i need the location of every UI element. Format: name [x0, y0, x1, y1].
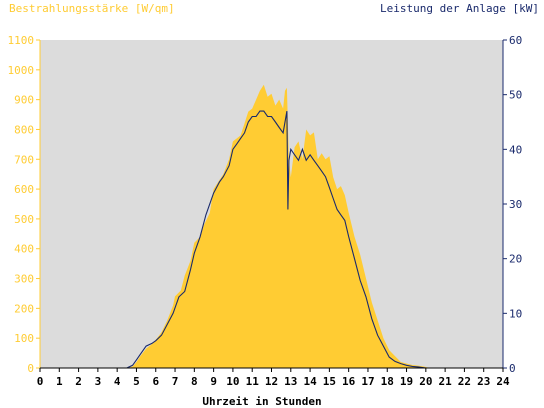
x-tick-label: 15 — [323, 375, 336, 388]
power-series — [40, 110, 503, 369]
right-tick-label: 30 — [509, 198, 522, 211]
x-tick-label: 17 — [361, 375, 374, 388]
right-axis-title: Leistung der Anlage [kW] — [380, 2, 539, 15]
power-line — [40, 110, 503, 369]
left-tick-label: 300 — [14, 273, 34, 286]
x-tick-label: 14 — [303, 375, 317, 388]
irradiance-area — [40, 84, 503, 368]
x-tick-label: 4 — [114, 375, 121, 388]
x-tick-label: 1 — [56, 375, 63, 388]
x-tick-label: 10 — [226, 375, 239, 388]
x-tick-label: 24 — [496, 375, 510, 388]
right-tick-label: 10 — [509, 307, 522, 320]
x-tick-label: 6 — [152, 375, 159, 388]
x-tick-label: 9 — [210, 375, 217, 388]
left-tick-label: 900 — [14, 94, 34, 107]
left-tick-label: 700 — [14, 153, 34, 166]
x-tick-label: 3 — [95, 375, 102, 388]
left-tick-label: 800 — [14, 123, 34, 136]
right-tick-label: 60 — [509, 34, 522, 47]
left-axis-ticks: 0 100 200 300 400 500 600 700 800 900 1000 1100 — [8, 34, 40, 375]
x-tick-label: 7 — [172, 375, 179, 388]
x-tick-label: 22 — [458, 375, 471, 388]
x-tick-label: 5 — [133, 375, 140, 388]
x-tick-label: 16 — [342, 375, 356, 388]
x-tick-label: 21 — [439, 375, 453, 388]
x-tick-label: 13 — [284, 375, 297, 388]
x-tick-label: 19 — [400, 375, 413, 388]
x-tick-label: 23 — [477, 375, 490, 388]
irradiance-series — [40, 84, 503, 368]
x-tick-label: 20 — [419, 375, 432, 388]
right-tick-label: 50 — [509, 89, 522, 102]
x-tick-label: 0 — [37, 375, 44, 388]
right-axis-ticks: 0 10 20 30 40 50 60 — [503, 34, 522, 375]
right-tick-label: 20 — [509, 253, 522, 266]
x-tick-label: 12 — [265, 375, 278, 388]
x-axis-ticks: 0 1 2 3 4 5 6 7 8 9 10 11 12 13 14 15 16 17 18 19 20 21 22 23 24 — [37, 368, 510, 388]
x-tick-label: 18 — [381, 375, 394, 388]
left-tick-label: 600 — [14, 183, 34, 196]
left-tick-label: 0 — [27, 362, 34, 375]
right-tick-label: 0 — [509, 362, 516, 375]
left-tick-label: 500 — [14, 213, 34, 226]
x-tick-label: 2 — [75, 375, 82, 388]
left-tick-label: 100 — [14, 332, 34, 345]
x-tick-label: 8 — [191, 375, 198, 388]
left-tick-label: 200 — [14, 302, 34, 315]
left-tick-label: 400 — [14, 243, 34, 256]
left-tick-label: 1000 — [8, 64, 35, 77]
left-axis-title: Bestrahlungsstärke [W/qm] — [9, 2, 175, 15]
right-tick-label: 40 — [509, 143, 522, 156]
x-tick-label: 11 — [246, 375, 260, 388]
x-axis-label: Uhrzeit in Stunden — [202, 395, 321, 408]
left-tick-label: 1100 — [8, 34, 35, 47]
